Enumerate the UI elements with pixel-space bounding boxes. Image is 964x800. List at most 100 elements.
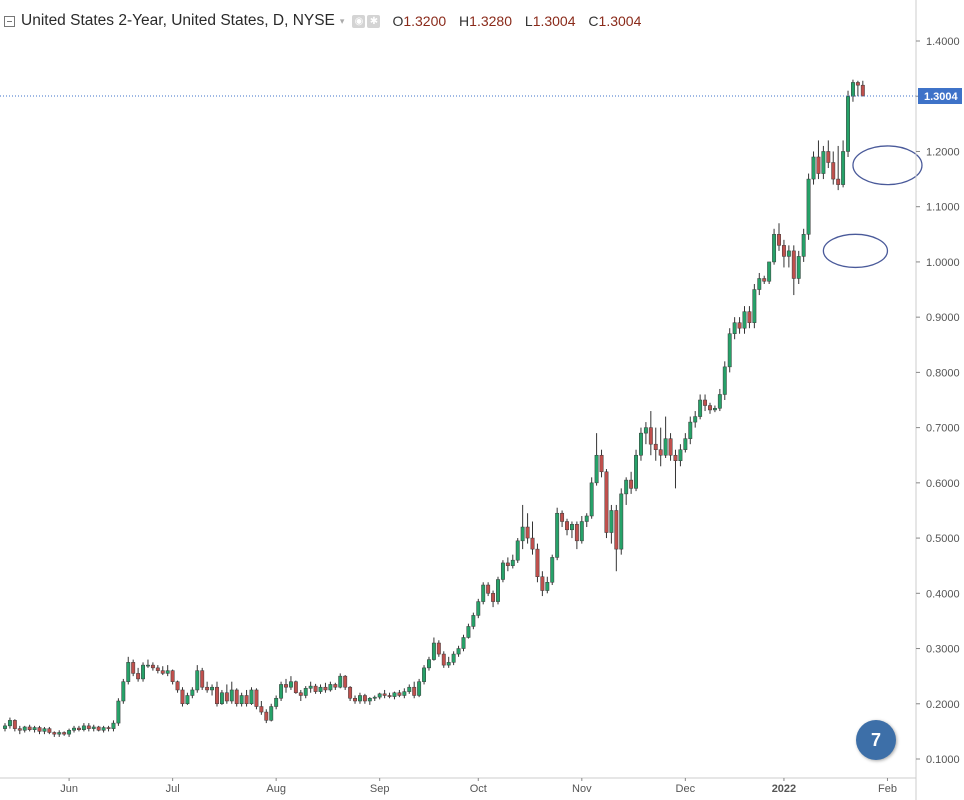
candle: [624, 477, 629, 505]
candle-body-up: [210, 686, 215, 691]
candle: [431, 637, 436, 661]
eye-icon[interactable]: ◉: [352, 14, 366, 28]
step-number-badge: 7: [856, 720, 896, 760]
candle-body-down: [397, 692, 402, 696]
candle: [288, 676, 293, 690]
candle-body-up: [427, 659, 431, 669]
candle: [17, 725, 22, 735]
candle-body-up: [367, 697, 372, 702]
y-tick-label: 0.8000: [926, 367, 960, 379]
candle: [239, 692, 244, 707]
candle: [510, 554, 515, 569]
candle: [757, 272, 762, 296]
chevron-down-icon[interactable]: ▾: [339, 15, 345, 26]
candle: [491, 590, 496, 608]
candle: [215, 681, 219, 707]
close-label: C: [588, 13, 599, 29]
candle-body-down: [293, 681, 298, 693]
low-value: 1.3004: [532, 13, 576, 29]
x-tick-label: Feb: [878, 783, 897, 795]
candle-body-up: [742, 311, 747, 329]
candle: [614, 504, 619, 572]
candle: [456, 645, 461, 657]
candle-body-down: [17, 728, 22, 731]
candle-body-up: [269, 706, 274, 721]
candle-body-down: [52, 732, 57, 735]
candle-body-up: [500, 562, 505, 580]
candle: [500, 560, 505, 583]
candle-body-down: [831, 162, 836, 180]
candle: [293, 680, 298, 694]
candle-body-up: [727, 333, 732, 368]
candle-body-up: [185, 695, 190, 705]
candle: [175, 680, 180, 693]
candle: [234, 688, 239, 707]
candle-body-up: [101, 727, 106, 731]
candle: [796, 250, 801, 285]
candle: [219, 689, 224, 705]
candle: [777, 223, 781, 251]
candle-body-up: [229, 689, 234, 702]
candle-body-down: [27, 726, 32, 730]
candle: [486, 582, 491, 597]
y-tick-label: 0.2000: [926, 699, 960, 711]
candle: [540, 571, 545, 597]
highlight-ellipse: [852, 145, 923, 186]
candle: [81, 723, 86, 732]
candle: [362, 693, 367, 704]
candle: [348, 686, 353, 702]
candle: [658, 427, 663, 467]
candle-body-down: [791, 250, 796, 279]
candle: [86, 723, 91, 732]
y-tick-label: 0.7000: [926, 423, 960, 435]
candle-body-down: [12, 720, 17, 729]
candle-body-up: [693, 416, 698, 423]
candle-body-down: [343, 675, 348, 688]
candle: [555, 507, 560, 561]
candle: [663, 416, 668, 458]
candle: [515, 538, 520, 563]
candle: [565, 518, 569, 536]
candle: [742, 306, 747, 334]
candle-body-up: [318, 686, 323, 692]
candle: [284, 678, 288, 693]
symbol-title[interactable]: United States 2-Year, United States, D, …: [21, 12, 335, 29]
candle: [126, 656, 131, 685]
candle-body-up: [42, 728, 47, 732]
plot-background[interactable]: [0, 0, 916, 778]
highlight-ellipse: [822, 233, 889, 269]
candle: [436, 640, 441, 657]
candle: [422, 665, 427, 685]
candle: [254, 688, 259, 710]
plot-area[interactable]: [0, 0, 916, 778]
open-label: O: [392, 13, 404, 29]
candle-body-up: [712, 408, 717, 411]
candle-body-up: [274, 697, 279, 707]
candle: [594, 433, 599, 486]
candle: [111, 720, 116, 732]
candle-body-up: [3, 725, 7, 729]
candle: [318, 684, 323, 694]
candle-body-up: [141, 664, 145, 680]
candle-body-up: [772, 234, 777, 263]
gear-icon[interactable]: ✱: [367, 14, 381, 28]
candle-body-down: [855, 82, 860, 86]
candle: [550, 554, 555, 586]
candle-body-up: [634, 454, 638, 489]
candle: [298, 689, 303, 702]
candle-body-up: [846, 95, 850, 152]
candle-body-up: [639, 432, 643, 456]
candle-body-up: [81, 725, 86, 730]
candle-body-down: [96, 726, 101, 731]
candle-body-up: [72, 727, 76, 731]
candle: [195, 665, 200, 693]
collapse-icon[interactable]: [4, 15, 15, 27]
candle-body-down: [313, 685, 318, 692]
candle-body-down: [653, 443, 658, 450]
y-tick-label: 0.6000: [926, 478, 960, 490]
candle: [747, 306, 752, 329]
candle-body-down: [708, 405, 712, 411]
